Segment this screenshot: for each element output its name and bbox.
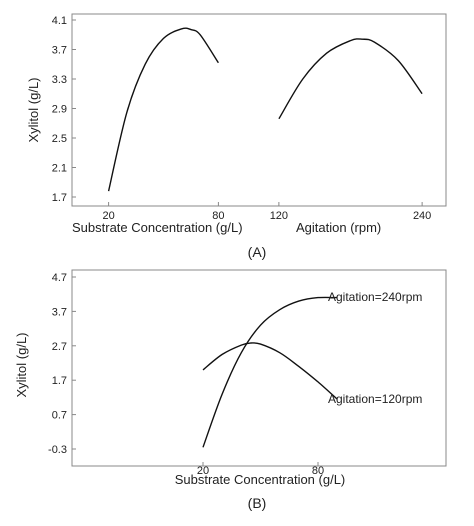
y-tick-label: 3.7 (52, 306, 67, 318)
agitation-effect-curve (278, 38, 423, 120)
x-tick-label: 80 (212, 210, 224, 222)
y-tick-label: 3.7 (52, 45, 67, 57)
y-tick-label: 1.7 (52, 192, 67, 204)
agitation-240rpm-curve (202, 296, 338, 448)
panel-a-x-axis-title-agitation: Agitation (rpm) (296, 220, 381, 235)
panel-b-x-axis-title: Substrate Concentration (g/L) (175, 472, 346, 487)
y-tick-label: 4.7 (52, 272, 67, 284)
panel-b-x-ticks: 20 80 (197, 462, 324, 477)
x-tick-label: 240 (413, 210, 431, 222)
panel-b-y-axis-title: Xylitol (g/L) (14, 332, 29, 397)
panel-a-y-axis-title: Xylitol (g/L) (26, 77, 41, 142)
panel-a-x-ticks: 20 80 120 240 (102, 202, 431, 222)
y-tick-label: 1.7 (52, 375, 67, 387)
panel-b-series (202, 296, 338, 448)
agitation-120rpm-curve (202, 342, 338, 400)
x-tick-label: 80 (312, 465, 324, 477)
y-tick-label: -0.3 (48, 444, 67, 456)
y-tick-label: 2.5 (52, 133, 67, 145)
panel-a-x-axis-title-substrate: Substrate Concentration (g/L) (72, 220, 243, 235)
x-tick-label: 120 (270, 210, 288, 222)
panel-a-frame (71, 13, 447, 207)
panel-b-label: (B) (248, 495, 267, 511)
panel-b-y-ticks: -0.3 0.7 1.7 2.7 3.7 4.7 (48, 272, 76, 456)
substrate-effect-curve (107, 27, 219, 192)
panel-b: -0.30.71.72.73.74.7 20 80 Agitation=240rp… (14, 269, 447, 511)
panel-a-y-ticks: 1.7 2.1 2.5 2.9 3.3 3.7 4.1 (52, 15, 76, 204)
y-tick-label: 4.1 (52, 15, 67, 27)
series-label-120rpm: Agitation=120rpm (328, 392, 422, 406)
y-tick-label: 3.3 (52, 74, 67, 86)
x-tick-label: 20 (197, 465, 209, 477)
y-tick-label: 0.7 (52, 410, 67, 422)
y-tick-label: 2.9 (52, 104, 67, 116)
x-tick-label: 20 (102, 210, 114, 222)
series-label-240rpm: Agitation=240rpm (328, 290, 422, 304)
y-tick-label: 2.1 (52, 163, 67, 175)
panel-b-frame (71, 269, 447, 467)
panel-a-label: (A) (248, 244, 267, 260)
panel-a-series (107, 27, 423, 192)
panel-a: 1.7 2.1 2.5 2.9 3.3 3.7 4.1 20 80 120 240 Xylitol… (26, 13, 447, 260)
y-tick-label: 2.7 (52, 341, 67, 353)
